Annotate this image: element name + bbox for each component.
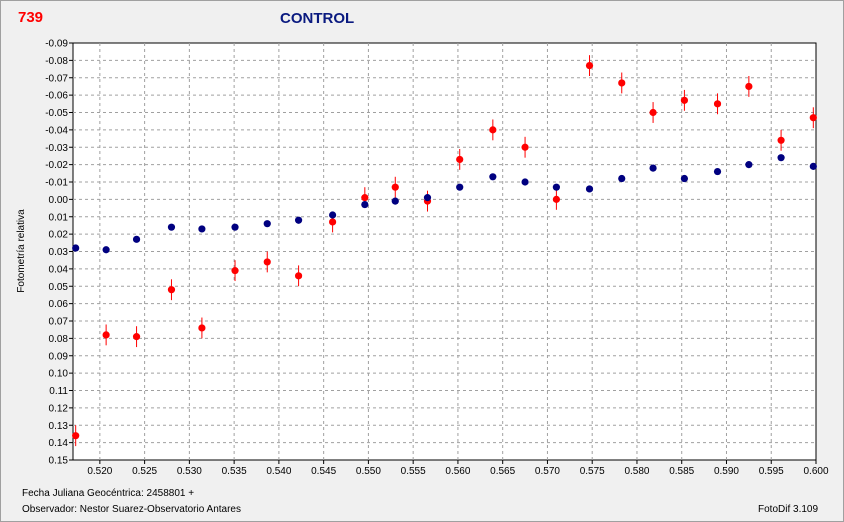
y-tick-label: 0.13 — [49, 421, 69, 432]
data-point — [809, 162, 817, 170]
data-point — [713, 167, 722, 176]
data-point — [521, 178, 529, 186]
data-point — [102, 331, 110, 339]
x-tick-label: 0.580 — [624, 466, 649, 477]
y-tick-label: 0.14 — [49, 438, 69, 449]
data-point — [132, 333, 141, 341]
x-tick-label: 0.590 — [714, 466, 739, 477]
data-point — [713, 100, 722, 108]
data-point — [294, 272, 303, 280]
data-point — [329, 211, 337, 219]
data-point — [649, 108, 657, 117]
x-tick-label: 0.555 — [401, 466, 426, 477]
data-point — [167, 223, 176, 231]
x-tick-label: 0.540 — [266, 466, 291, 477]
data-point — [329, 218, 337, 226]
data-point — [361, 200, 369, 209]
data-point — [198, 225, 206, 233]
x-tick-label: 0.535 — [222, 466, 247, 477]
data-point — [585, 185, 594, 193]
x-tick-label: 0.525 — [132, 466, 157, 477]
data-point — [680, 174, 689, 183]
data-point — [263, 258, 271, 266]
data-point — [809, 114, 817, 122]
y-tick-label: 0.01 — [49, 212, 69, 223]
y-tick-label: -0.04 — [45, 125, 68, 136]
y-tick-label: 0.08 — [49, 334, 69, 345]
y-tick-label: 0.05 — [49, 282, 69, 293]
y-tick-label: 0.10 — [49, 369, 69, 380]
data-point — [72, 244, 80, 252]
y-tick-label: -0.05 — [45, 108, 68, 119]
y-tick-label: -0.01 — [45, 178, 68, 189]
data-point — [198, 324, 206, 332]
y-tick-label: 0.00 — [49, 195, 69, 206]
data-point — [489, 126, 497, 134]
y-tick-label: -0.08 — [45, 56, 68, 67]
data-point — [456, 183, 464, 191]
y-tick-label: 0.11 — [49, 386, 68, 397]
y-tick-label: 0.07 — [49, 317, 69, 328]
y-tick-label: -0.03 — [45, 143, 68, 154]
x-tick-label: 0.575 — [580, 466, 605, 477]
y-tick-label: 0.12 — [49, 403, 69, 414]
data-point — [521, 143, 529, 151]
observer-label: Observador: Nestor Suarez-Observatorio A… — [22, 504, 241, 515]
data-marks — [72, 55, 817, 447]
data-point — [361, 194, 369, 202]
y-tick-label: 0.03 — [49, 247, 69, 258]
data-point — [391, 197, 399, 205]
chart-title: CONTROL — [280, 10, 355, 27]
y-tick-label: 0.06 — [49, 299, 69, 310]
data-point — [618, 79, 626, 87]
software-version-label: FotoDif 3.109 — [758, 504, 819, 515]
y-tick-label: 0.04 — [49, 264, 69, 275]
data-point — [745, 161, 753, 169]
x-tick-label: 0.585 — [669, 466, 694, 477]
data-point — [294, 216, 303, 224]
julian-date-label: Fecha Juliana Geocéntrica: 2458801 + — [22, 488, 195, 499]
tick-labels: 0.520 0.525 0.530 0.535 0.540 0.545 0.550 0.555… — [45, 39, 829, 478]
data-point — [649, 164, 657, 172]
y-tick-label: 0.09 — [49, 351, 69, 362]
data-point — [680, 96, 689, 104]
data-point — [552, 195, 560, 203]
x-tick-label: 0.545 — [311, 466, 336, 477]
data-point — [552, 183, 560, 191]
data-point — [585, 61, 594, 70]
x-tick-label: 0.550 — [356, 466, 381, 477]
data-point — [423, 194, 432, 202]
x-tick-label: 0.560 — [445, 466, 470, 477]
data-point — [391, 183, 399, 191]
data-point — [263, 220, 271, 228]
x-tick-label: 0.595 — [759, 466, 784, 477]
y-axis-label: Fotometría relativa — [16, 209, 27, 293]
x-tick-label: 0.520 — [87, 466, 112, 477]
grid-lines — [69, 42, 817, 464]
y-tick-label: 0.02 — [49, 230, 69, 241]
y-tick-label: -0.07 — [45, 73, 68, 84]
y-tick-label: -0.09 — [45, 39, 68, 50]
data-point — [456, 155, 464, 164]
x-tick-label: 0.600 — [803, 466, 828, 477]
y-tick-label: -0.06 — [45, 91, 68, 102]
data-point — [167, 286, 176, 294]
data-point — [777, 154, 785, 162]
x-tick-label: 0.570 — [535, 466, 560, 477]
data-point — [777, 136, 785, 144]
data-point — [231, 223, 239, 231]
data-point — [231, 267, 239, 275]
y-tick-label: 0.15 — [49, 456, 69, 467]
x-tick-label: 0.565 — [490, 466, 515, 477]
data-point — [745, 82, 753, 91]
x-tick-label: 0.530 — [177, 466, 202, 477]
data-point — [102, 246, 110, 254]
data-point — [489, 173, 497, 181]
y-tick-label: -0.02 — [45, 160, 68, 171]
data-point — [132, 235, 141, 243]
star-id-label: 739 — [18, 9, 44, 26]
data-point — [72, 432, 80, 440]
data-point — [618, 174, 626, 183]
